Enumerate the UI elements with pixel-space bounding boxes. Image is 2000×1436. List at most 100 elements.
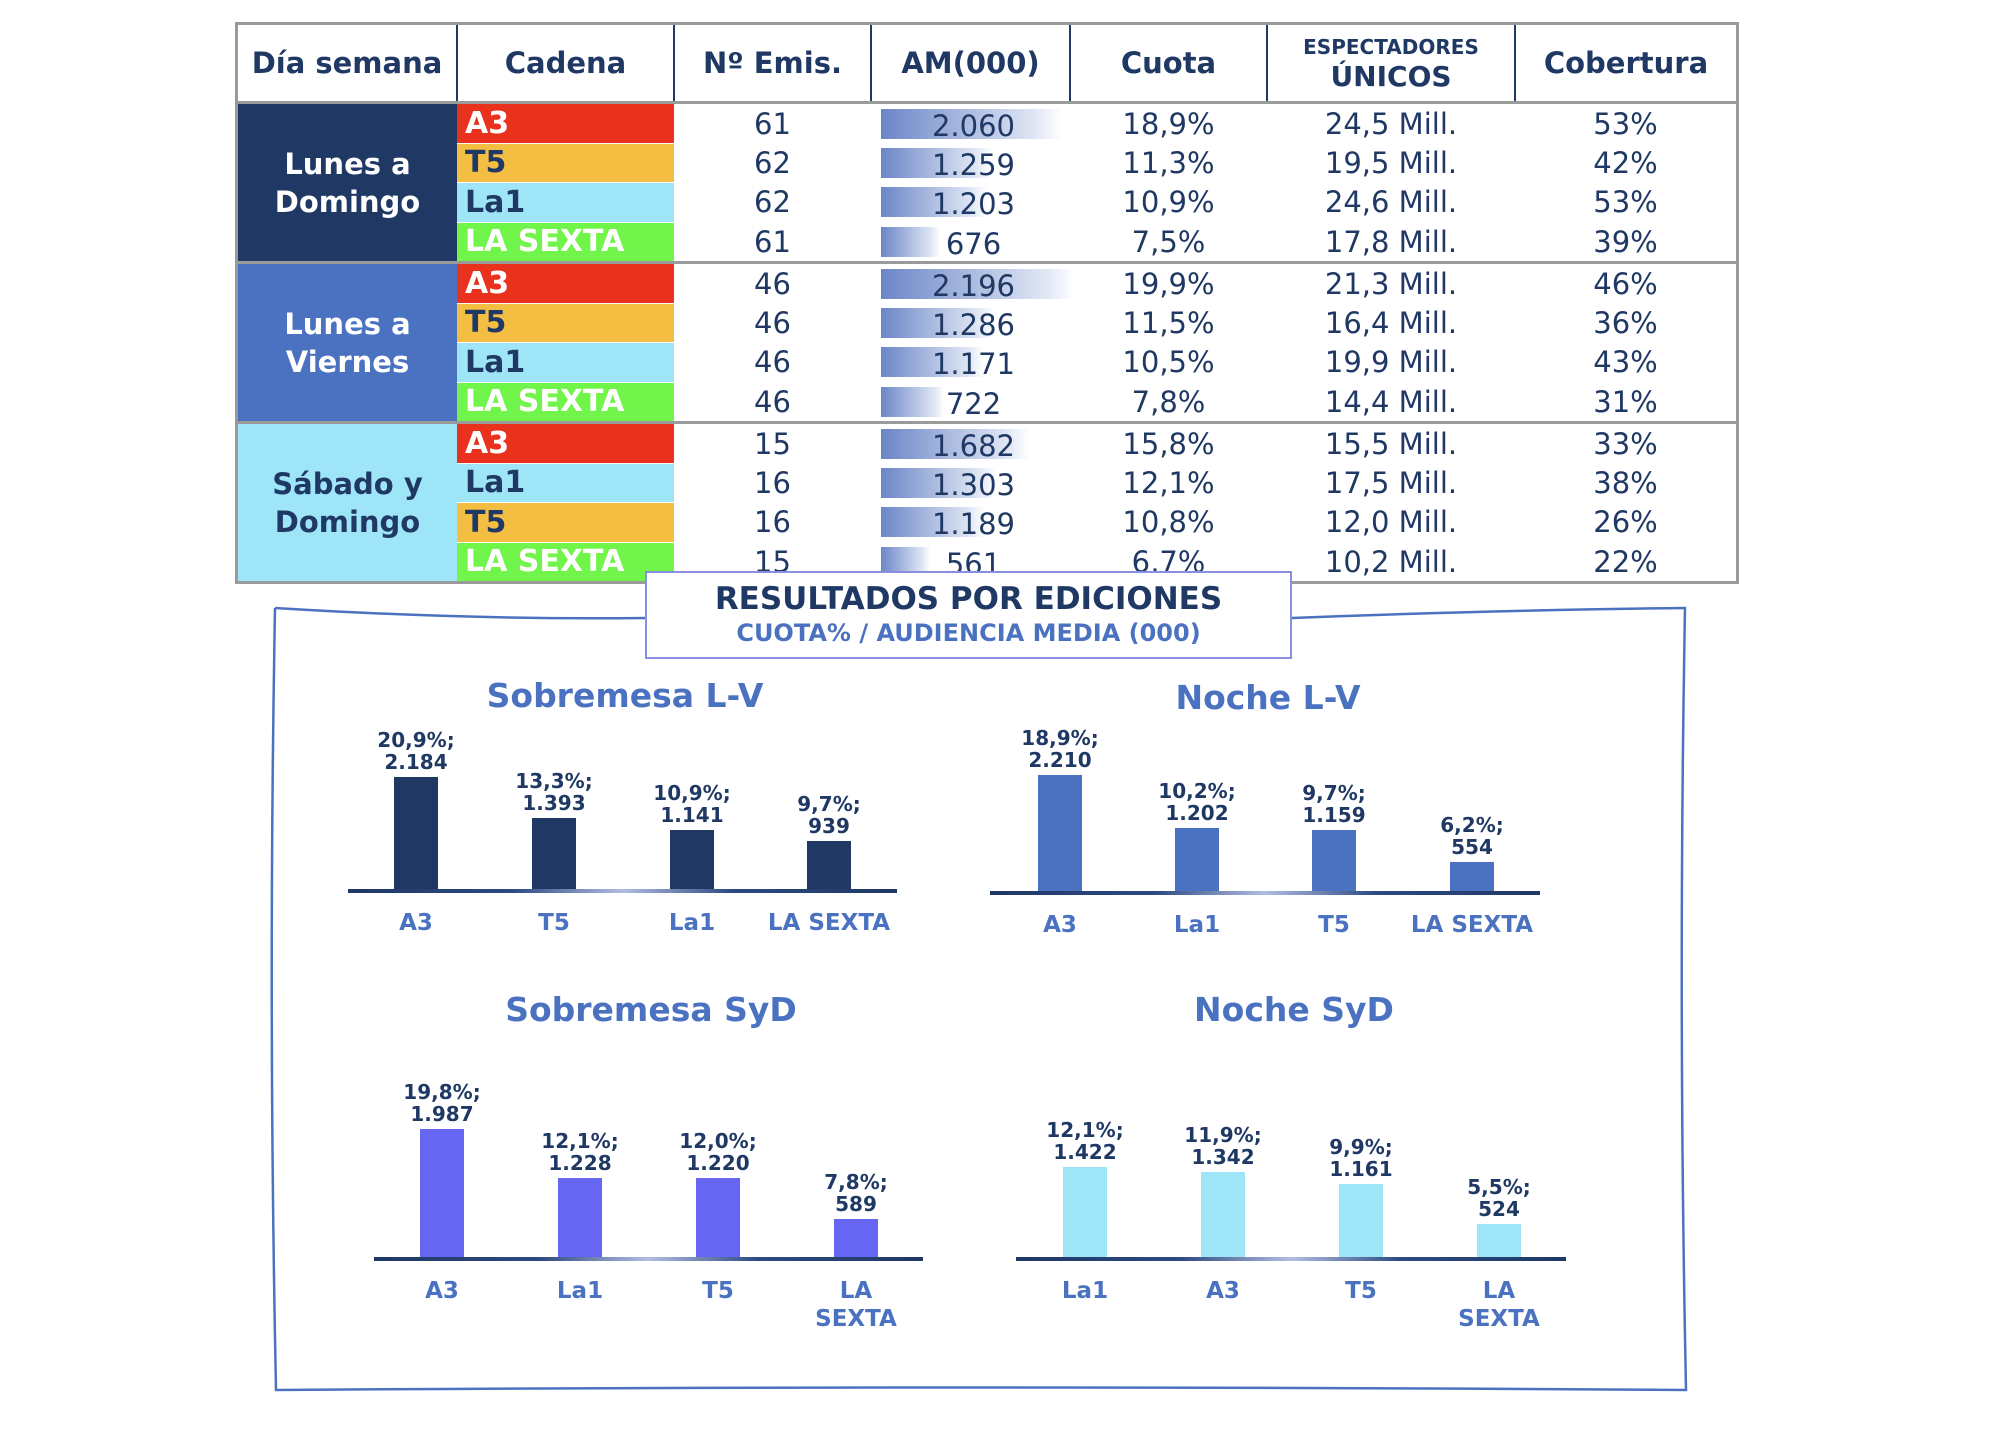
emis-cell: 16 <box>754 465 791 500</box>
table-row: T5 62 1.259 11,3% 19,5 Mill. 42% <box>237 143 1738 183</box>
day-label: Viernes <box>285 344 410 379</box>
am-data-bar <box>881 347 984 378</box>
cadena-cell: LA SEXTA <box>457 222 674 264</box>
x-tick-label: A3 <box>425 1278 459 1304</box>
table-row: Lunes a Viernes A3 46 2.196 19,9% 21,3 Mill. 46… <box>236 262 1738 424</box>
table-row: Sábado y Domingo A3 15 1.682 15,8% 15,5 Mill. 3… <box>236 422 1738 584</box>
bar-la-sexta <box>834 1219 878 1257</box>
bar-la-sexta <box>1450 861 1494 891</box>
section-subtitle: CUOTA% / AUDIENCIA MEDIA (000) <box>736 619 1201 647</box>
bar-la-sexta <box>807 840 851 889</box>
x-tick-label: La1 <box>668 910 716 936</box>
table-header-row: Día semana Cadena Nº Emis. AM(000) Cuota… <box>236 23 1738 104</box>
cuota-cell: 10,8% <box>1122 505 1215 540</box>
am-value: 1.259 <box>931 147 1016 182</box>
bar-a3 <box>1201 1172 1245 1257</box>
data-label-share: 20,9%; <box>377 728 455 752</box>
x-tick-label: La1 <box>556 1278 604 1304</box>
espectadores-cell: 21,3 Mill. <box>1324 266 1458 301</box>
am-data-bar <box>881 226 941 257</box>
header-emis: Nº Emis. <box>674 23 872 104</box>
chart-title: Noche L-V <box>1175 678 1361 717</box>
day-group-cell: Lunes a Domingo <box>236 102 457 264</box>
cobertura-cell: 22% <box>1515 542 1738 584</box>
table-row: T5 16 1.189 10,8% 12,0 Mill. 26% <box>237 502 1738 543</box>
cobertura-cell: 53% <box>1593 185 1658 220</box>
am-cell: 1.189 <box>871 503 1070 543</box>
data-label-audience: 2.184 <box>384 750 448 774</box>
chart-title: Sobremesa L-V <box>486 676 764 715</box>
espectadores-cell: 19,5 Mill. <box>1324 145 1458 180</box>
espectadores-cell: 17,8 Mill. <box>1267 222 1515 264</box>
espectadores-cell: 16,4 Mill. <box>1324 305 1458 340</box>
data-label-audience: 1.422 <box>1053 1140 1117 1164</box>
bar-la1 <box>1063 1167 1107 1257</box>
am-value: 2.060 <box>931 108 1016 143</box>
bar-t5 <box>1339 1183 1383 1257</box>
data-label: 20,9%; 2.184 <box>377 729 454 773</box>
bar-la1 <box>558 1177 602 1257</box>
cadena-cell: LA SEXTA <box>457 542 674 584</box>
bar-la-sexta <box>1477 1223 1521 1257</box>
chart-axis <box>1016 1257 1566 1261</box>
cadena-cell: A3 <box>457 102 674 144</box>
cadena-cell: La1 <box>457 342 674 383</box>
header-cobertura: Cobertura <box>1515 23 1738 104</box>
x-tick-label: La1 <box>1061 1278 1109 1304</box>
data-label-share: 7,8%; <box>824 1170 888 1195</box>
audience-table: Día semana Cadena Nº Emis. AM(000) Cuota… <box>235 22 1739 584</box>
header-esp-top: ESPECTADORES <box>1303 35 1479 59</box>
emis-cell: 46 <box>754 266 791 301</box>
cadena-cell: T5 <box>457 502 674 543</box>
cobertura-cell: 39% <box>1515 222 1738 264</box>
cobertura-cell: 31% <box>1515 382 1738 424</box>
cadena-cell: La1 <box>457 182 674 223</box>
emis-cell: 46 <box>674 382 871 424</box>
am-value: 1.303 <box>931 467 1016 502</box>
emis-cell: 15 <box>754 426 791 461</box>
chart-axis <box>990 891 1540 895</box>
cuota-cell: 15,8% <box>1122 426 1215 461</box>
cuota-cell: 11,3% <box>1122 145 1215 180</box>
bar-a3 <box>420 1129 464 1257</box>
cuota-cell: 19,9% <box>1122 266 1215 301</box>
data-label-share: 10,2%; <box>1158 778 1236 803</box>
am-value: 1.189 <box>931 507 1016 542</box>
am-value: 676 <box>945 226 1002 261</box>
data-label: 10,9%; 1.141 <box>653 782 730 826</box>
table-row: T5 46 1.286 11,5% 16,4 Mill. 36% <box>237 303 1738 343</box>
data-label-share: 12,1%; <box>541 1128 619 1153</box>
table-row: Lunes a Domingo A3 61 2.060 18,9% 24,5 Mill. 53… <box>236 102 1738 264</box>
cuota-cell: 18,9% <box>1122 106 1215 141</box>
am-data-bar <box>881 147 992 178</box>
am-cell: 1.682 <box>871 423 1070 464</box>
data-label: 11,9%; 1.342 <box>1184 1124 1261 1168</box>
chart-title: Noche SyD <box>1194 990 1394 1029</box>
chart-axis <box>348 889 897 893</box>
section-title: RESULTADOS POR EDICIONES <box>714 581 1223 617</box>
cobertura-cell: 38% <box>1593 465 1658 500</box>
am-data-bar <box>881 386 945 417</box>
am-value: 2.196 <box>931 268 1016 303</box>
am-cell: 676 <box>871 222 1070 264</box>
cobertura-cell: 46% <box>1593 266 1658 301</box>
bar-a3 <box>394 777 438 889</box>
day-label: Lunes a <box>284 146 411 181</box>
cuota-cell: 12,1% <box>1122 465 1215 500</box>
day-group-cell: Lunes a Viernes <box>236 262 457 424</box>
data-label: 9,7%; 939 <box>797 793 860 837</box>
data-label: 12,0%; 1.220 <box>679 1130 756 1174</box>
x-tick-label: LA SEXTA <box>815 1278 897 1332</box>
bar-t5 <box>1312 830 1356 891</box>
am-cell: 2.060 <box>871 103 1070 144</box>
data-label-share: 5,5%; <box>1467 1174 1531 1199</box>
bar-la1 <box>670 830 714 889</box>
am-data-bar <box>881 507 986 538</box>
am-data-bar <box>881 467 996 498</box>
am-cell: 1.303 <box>871 463 1070 503</box>
emis-cell: 62 <box>754 145 791 180</box>
cuota-cell: 7,8% <box>1070 382 1267 424</box>
data-label-share: 18,9%; <box>1021 726 1099 750</box>
data-label-share: 9,9%; <box>1329 1134 1393 1159</box>
cuota-cell: 10,5% <box>1122 345 1215 380</box>
